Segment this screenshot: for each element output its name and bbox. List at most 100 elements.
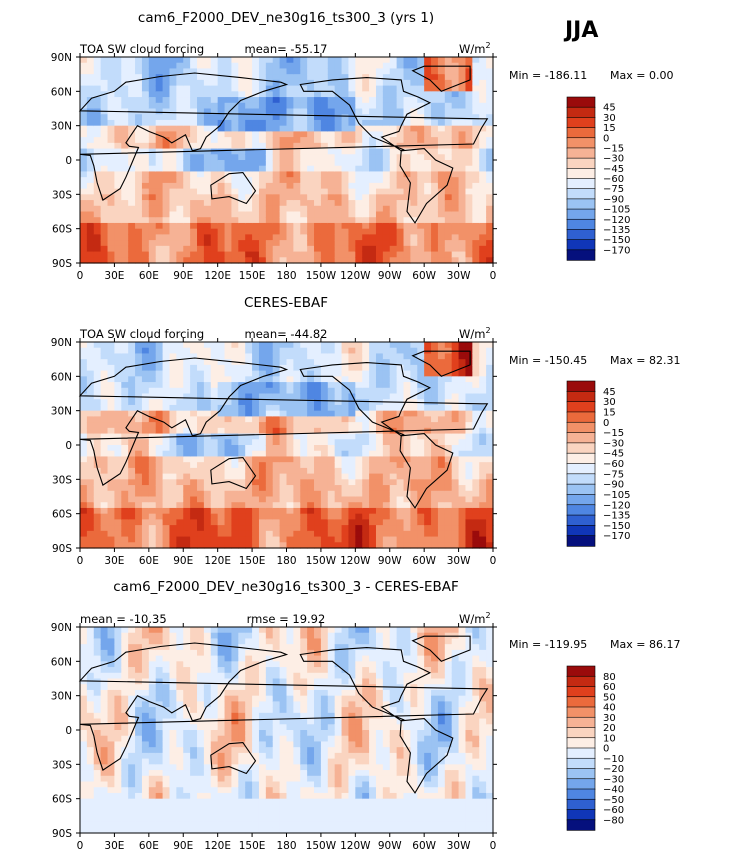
map-cell <box>162 393 171 400</box>
map-cell <box>293 542 301 549</box>
map-cell <box>348 228 356 235</box>
map-cell <box>135 473 143 480</box>
map-cell <box>307 433 315 440</box>
map-cell <box>135 672 143 680</box>
map-cell <box>403 450 411 458</box>
map-cell <box>162 119 171 127</box>
map-cell <box>479 137 487 144</box>
map-cell <box>293 530 301 538</box>
map-cell <box>327 228 336 235</box>
map-cell <box>141 347 150 355</box>
map-cell <box>135 194 143 201</box>
map-cell <box>169 496 177 503</box>
map-cell <box>93 439 102 446</box>
map-cell <box>437 114 446 121</box>
map-cell <box>141 752 150 760</box>
map-cell <box>93 68 102 75</box>
map-cell <box>314 462 322 469</box>
map-cell <box>334 205 343 213</box>
map-cell <box>203 490 212 498</box>
map-cell <box>362 171 370 178</box>
coastline <box>399 148 454 224</box>
map-cell <box>410 171 418 178</box>
map-cell <box>403 57 411 64</box>
map-cell <box>155 85 164 92</box>
map-cell <box>162 79 171 87</box>
map-cell <box>314 211 322 218</box>
map-cell <box>203 445 212 452</box>
map-cell <box>424 427 432 435</box>
map-cell <box>300 251 308 258</box>
map-cell <box>210 376 219 383</box>
map-cell <box>197 251 205 258</box>
map-cell <box>121 502 129 509</box>
map-cell <box>252 519 260 526</box>
map-cell <box>327 422 336 429</box>
map-cell <box>245 416 253 423</box>
map-cell <box>417 467 425 475</box>
map-cell <box>114 234 122 241</box>
map-cell <box>479 251 487 258</box>
map-cell <box>86 758 95 765</box>
map-cell <box>307 160 315 167</box>
map-cell <box>245 519 253 526</box>
map-cell <box>135 165 143 173</box>
map-cell <box>155 450 164 458</box>
map-cell <box>307 342 315 349</box>
map-cell <box>272 108 281 115</box>
map-cell <box>183 485 191 492</box>
map-cell <box>252 416 260 423</box>
map-cell <box>121 404 129 412</box>
map-cell <box>458 154 467 161</box>
map-cell <box>403 182 411 190</box>
map-cell <box>100 422 109 429</box>
map-cell <box>403 393 411 400</box>
map-cell <box>107 827 116 834</box>
map-cell <box>279 387 288 395</box>
map-cell <box>93 251 102 258</box>
map-cell <box>135 416 143 423</box>
map-cell <box>169 79 177 87</box>
map-cell <box>369 131 377 138</box>
map-cell <box>176 200 184 207</box>
map-cell <box>231 240 239 247</box>
map-cell <box>141 68 150 75</box>
map-cell <box>320 205 329 213</box>
map-cell <box>100 536 109 543</box>
map-cell <box>314 200 322 207</box>
map-cell <box>355 240 363 247</box>
map-cell <box>135 542 143 549</box>
map-cell <box>375 347 384 355</box>
map-cell <box>417 490 425 498</box>
map-cell <box>369 519 377 526</box>
map-cell <box>148 730 157 737</box>
map-cell <box>148 770 157 777</box>
map-cell <box>141 479 150 486</box>
map-cell <box>486 364 494 372</box>
map-cell <box>362 353 370 360</box>
map-cell <box>300 240 308 247</box>
map-cell <box>93 137 102 144</box>
map-cell <box>320 79 329 87</box>
map-cell <box>355 257 363 264</box>
map-cell <box>135 91 143 98</box>
map-cell <box>203 211 212 218</box>
map-cell <box>107 359 116 366</box>
map-cell <box>258 422 267 429</box>
map-cell <box>217 108 226 115</box>
map-cell <box>314 79 322 87</box>
map-cell <box>444 427 453 435</box>
map-cell <box>183 200 191 207</box>
map-cell <box>417 257 425 264</box>
map-cell <box>286 439 294 446</box>
map-cell <box>80 91 88 98</box>
map-cell <box>238 404 246 412</box>
map-cell <box>320 108 329 115</box>
map-cell <box>431 439 439 446</box>
map-cell <box>183 496 191 503</box>
map-cell <box>355 245 363 253</box>
map-cell <box>258 251 267 258</box>
map-cell <box>417 445 425 452</box>
map-cell <box>197 445 205 452</box>
map-cell <box>410 416 418 423</box>
